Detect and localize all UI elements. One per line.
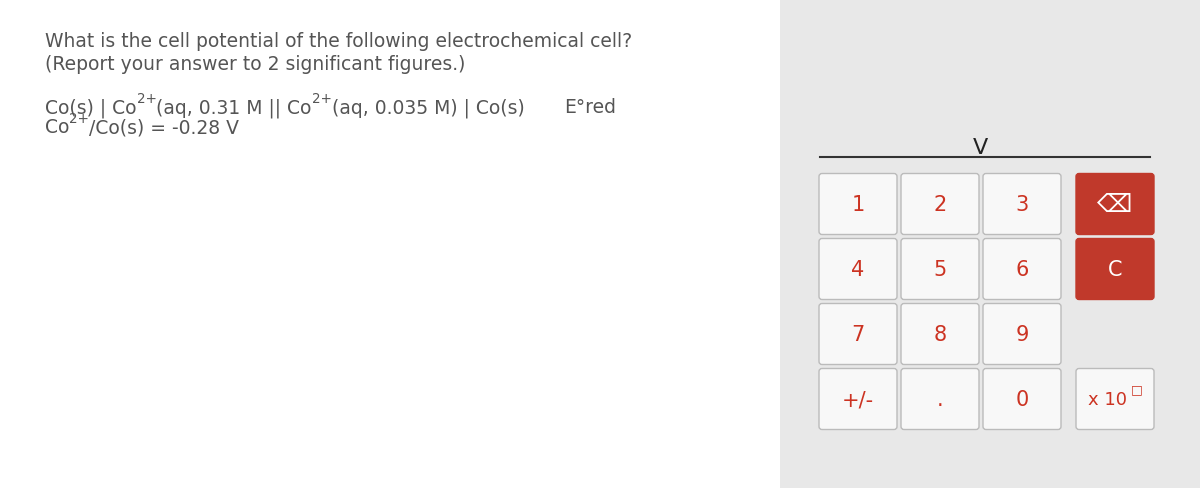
Text: 7: 7 <box>851 325 865 345</box>
Text: 4: 4 <box>851 260 865 280</box>
FancyBboxPatch shape <box>1076 239 1154 300</box>
Text: V: V <box>972 138 988 158</box>
Text: C: C <box>1108 260 1122 280</box>
FancyBboxPatch shape <box>901 239 979 300</box>
Text: +/-: +/- <box>842 389 874 409</box>
Text: x 10: x 10 <box>1087 390 1127 408</box>
Text: ⌫: ⌫ <box>1097 193 1133 217</box>
Text: (Report your answer to 2 significant figures.): (Report your answer to 2 significant fig… <box>46 55 466 74</box>
FancyBboxPatch shape <box>983 239 1061 300</box>
Text: 0: 0 <box>1015 389 1028 409</box>
FancyBboxPatch shape <box>983 304 1061 365</box>
FancyBboxPatch shape <box>901 304 979 365</box>
Text: E°red: E°red <box>564 98 617 117</box>
FancyBboxPatch shape <box>818 174 898 235</box>
Text: Co: Co <box>46 118 70 137</box>
Text: 8: 8 <box>934 325 947 345</box>
Bar <box>780 0 1200 488</box>
FancyBboxPatch shape <box>818 239 898 300</box>
Text: 2: 2 <box>934 195 947 215</box>
Text: 9: 9 <box>1015 325 1028 345</box>
Text: 6: 6 <box>1015 260 1028 280</box>
Text: 2+: 2+ <box>70 112 89 126</box>
Text: /Co(s) = -0.28 V: /Co(s) = -0.28 V <box>89 118 239 137</box>
Text: 3: 3 <box>1015 195 1028 215</box>
FancyBboxPatch shape <box>983 369 1061 429</box>
Text: 2+: 2+ <box>312 92 331 106</box>
Text: □: □ <box>1132 383 1142 396</box>
Text: Co(s) | Co: Co(s) | Co <box>46 98 137 117</box>
FancyBboxPatch shape <box>818 304 898 365</box>
Text: 2+: 2+ <box>137 92 156 106</box>
FancyBboxPatch shape <box>1076 369 1154 429</box>
FancyBboxPatch shape <box>983 174 1061 235</box>
Bar <box>0 0 780 488</box>
Text: .: . <box>937 389 943 409</box>
Text: (aq, 0.035 M) | Co(s): (aq, 0.035 M) | Co(s) <box>331 98 524 117</box>
Text: 1: 1 <box>851 195 865 215</box>
FancyBboxPatch shape <box>901 369 979 429</box>
Text: (aq, 0.31 M || Co: (aq, 0.31 M || Co <box>156 98 312 117</box>
Text: 5: 5 <box>934 260 947 280</box>
Text: What is the cell potential of the following electrochemical cell?: What is the cell potential of the follow… <box>46 32 632 51</box>
FancyBboxPatch shape <box>818 369 898 429</box>
FancyBboxPatch shape <box>1076 174 1154 235</box>
FancyBboxPatch shape <box>901 174 979 235</box>
